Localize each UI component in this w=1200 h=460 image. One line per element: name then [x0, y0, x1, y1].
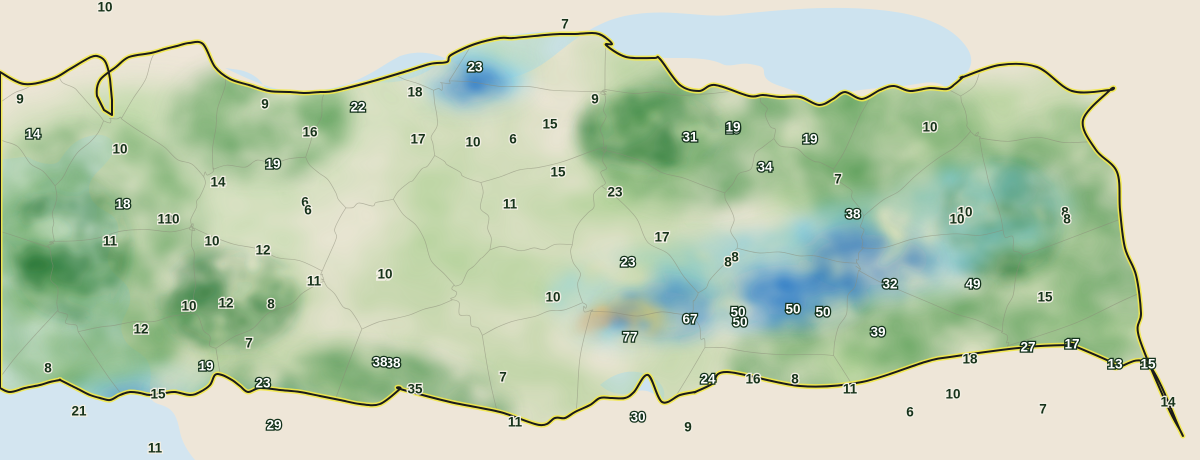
svg-text:15: 15 — [550, 165, 566, 180]
svg-text:7: 7 — [499, 370, 507, 385]
svg-text:6: 6 — [304, 203, 312, 218]
svg-text:30: 30 — [630, 410, 645, 425]
svg-text:15: 15 — [1037, 290, 1053, 305]
svg-text:27: 27 — [1020, 340, 1035, 355]
svg-text:23: 23 — [620, 255, 636, 270]
svg-text:35: 35 — [407, 382, 423, 397]
svg-text:8: 8 — [731, 250, 739, 265]
svg-text:8: 8 — [724, 255, 732, 270]
svg-text:10: 10 — [377, 267, 392, 282]
svg-text:8: 8 — [1063, 212, 1071, 227]
svg-text:11: 11 — [843, 382, 858, 397]
svg-text:6: 6 — [509, 132, 517, 147]
svg-text:29: 29 — [266, 418, 281, 433]
svg-text:10: 10 — [204, 234, 219, 249]
svg-text:7: 7 — [834, 172, 842, 187]
svg-text:23: 23 — [607, 185, 623, 200]
svg-text:21: 21 — [71, 404, 87, 419]
svg-text:49: 49 — [965, 277, 980, 292]
svg-text:39: 39 — [870, 325, 885, 340]
svg-text:18: 18 — [115, 197, 131, 212]
svg-text:38: 38 — [385, 356, 401, 371]
svg-text:77: 77 — [622, 330, 637, 345]
svg-text:11: 11 — [148, 441, 163, 456]
svg-text:8: 8 — [267, 297, 275, 312]
svg-text:17: 17 — [1064, 337, 1079, 352]
svg-text:32: 32 — [882, 277, 897, 292]
svg-text:8: 8 — [791, 372, 799, 387]
svg-text:14: 14 — [25, 127, 41, 142]
svg-text:22: 22 — [350, 100, 365, 115]
svg-text:31: 31 — [682, 130, 698, 145]
svg-text:50: 50 — [730, 305, 745, 320]
svg-text:15: 15 — [1140, 357, 1156, 372]
svg-text:12: 12 — [255, 243, 270, 258]
svg-text:7: 7 — [561, 17, 569, 32]
svg-text:9: 9 — [16, 92, 24, 107]
svg-text:14: 14 — [1160, 395, 1176, 410]
svg-text:38: 38 — [845, 207, 861, 222]
svg-text:18: 18 — [962, 352, 978, 367]
svg-text:11: 11 — [503, 197, 518, 212]
svg-text:23: 23 — [255, 376, 271, 391]
svg-text:24: 24 — [700, 372, 716, 387]
svg-text:15: 15 — [150, 387, 166, 402]
svg-text:7: 7 — [245, 336, 253, 351]
svg-text:8: 8 — [44, 361, 52, 376]
svg-text:10: 10 — [181, 299, 196, 314]
svg-text:23: 23 — [467, 60, 483, 75]
svg-text:50: 50 — [785, 302, 800, 317]
svg-text:14: 14 — [210, 175, 226, 190]
svg-text:16: 16 — [302, 125, 318, 140]
svg-text:12: 12 — [218, 296, 233, 311]
svg-text:19: 19 — [725, 120, 740, 135]
svg-text:19: 19 — [802, 132, 817, 147]
svg-text:11: 11 — [508, 415, 523, 430]
svg-text:12: 12 — [133, 322, 148, 337]
svg-text:10: 10 — [545, 290, 560, 305]
svg-text:9: 9 — [261, 97, 269, 112]
svg-text:16: 16 — [745, 372, 761, 387]
svg-text:15: 15 — [542, 117, 558, 132]
svg-text:50: 50 — [815, 305, 830, 320]
svg-text:10: 10 — [97, 0, 112, 15]
svg-text:34: 34 — [757, 160, 773, 175]
svg-text:10: 10 — [112, 142, 127, 157]
svg-text:17: 17 — [654, 230, 669, 245]
svg-text:18: 18 — [407, 85, 423, 100]
svg-text:9: 9 — [684, 420, 692, 435]
svg-text:10: 10 — [949, 212, 964, 227]
svg-text:6: 6 — [906, 405, 914, 420]
svg-text:7: 7 — [1039, 402, 1047, 417]
svg-text:10: 10 — [945, 387, 960, 402]
svg-text:67: 67 — [682, 312, 697, 327]
svg-text:10: 10 — [164, 212, 179, 227]
svg-text:19: 19 — [265, 157, 280, 172]
svg-text:10: 10 — [465, 135, 480, 150]
svg-text:13: 13 — [1107, 357, 1123, 372]
svg-text:17: 17 — [410, 132, 425, 147]
svg-text:9: 9 — [591, 92, 599, 107]
svg-text:11: 11 — [307, 274, 322, 289]
svg-text:11: 11 — [103, 234, 118, 249]
svg-text:19: 19 — [198, 359, 213, 374]
svg-text:10: 10 — [922, 120, 937, 135]
svg-text:38: 38 — [372, 355, 388, 370]
